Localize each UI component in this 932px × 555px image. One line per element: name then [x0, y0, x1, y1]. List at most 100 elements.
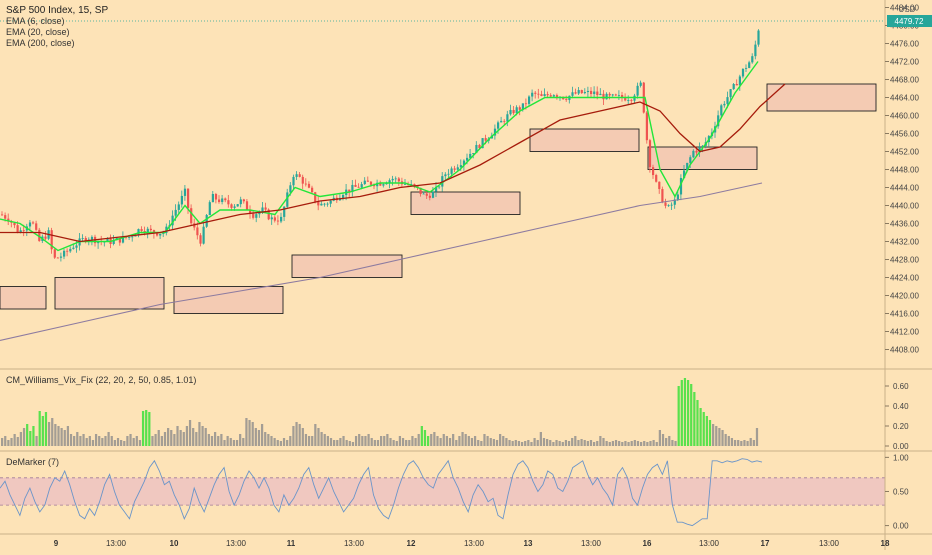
vix-bar [154, 434, 157, 446]
price-tick-label: 4468.00 [890, 76, 919, 85]
price-tick-label: 4432.00 [890, 238, 919, 247]
time-tick-label: 13:00 [699, 539, 720, 548]
candle-body [466, 157, 469, 161]
candle-body [506, 114, 509, 122]
vix-bar [683, 378, 687, 446]
candle-body [416, 185, 419, 188]
candle-body [180, 195, 183, 205]
candle-body [602, 93, 605, 100]
vix-bar [207, 434, 210, 446]
candle-body [720, 105, 723, 116]
candle-body [239, 199, 242, 205]
vix-bar [129, 434, 132, 446]
candle-body [605, 93, 608, 100]
vix-bar [367, 434, 370, 446]
vix-bar [351, 442, 355, 446]
price-zone [0, 286, 47, 310]
candle-body [81, 238, 84, 239]
vix-bar [339, 438, 342, 446]
vix-bar [542, 438, 546, 446]
vix-bar [148, 412, 151, 446]
vix-bar [524, 441, 527, 446]
vix-bar [226, 436, 229, 446]
candle-body [227, 200, 230, 205]
candle-body [627, 100, 630, 101]
vix-bar [712, 424, 715, 446]
vix-bar [270, 436, 273, 446]
candle-body [317, 201, 320, 206]
vix-bar [674, 441, 677, 446]
candle-body [50, 230, 53, 250]
candle-body [214, 194, 218, 200]
candle-body [565, 99, 568, 100]
vix-bar [442, 434, 445, 446]
price-tick-label: 4452.00 [890, 148, 919, 157]
candle-body [679, 177, 683, 195]
vix-bar [220, 434, 223, 446]
vix-bar [639, 442, 643, 446]
candle-body [751, 56, 754, 63]
candle-body [521, 103, 524, 110]
candle-body [673, 199, 676, 205]
candle-body [469, 153, 472, 158]
candle-body [236, 204, 239, 207]
vix-bar [254, 428, 257, 446]
candle-body [183, 188, 187, 196]
vix-bar [257, 430, 261, 446]
candle-body [692, 150, 695, 158]
vix-bar [223, 440, 226, 446]
vix-bar [527, 440, 530, 446]
candle-body [493, 128, 497, 136]
candle-body [202, 226, 205, 244]
vix-bar [229, 438, 232, 446]
vix-bar [29, 431, 32, 446]
vix-bar [718, 428, 721, 446]
vix-bar [373, 440, 376, 446]
candle-body [512, 109, 515, 114]
candle-body [137, 229, 140, 235]
candle-body [90, 236, 94, 240]
vix-bar [455, 440, 458, 446]
candle-body [543, 94, 546, 97]
vix-bar [724, 434, 727, 446]
candle-body [655, 175, 658, 182]
candle-body [450, 168, 453, 174]
candle-body [422, 193, 425, 195]
candle-body [534, 92, 537, 94]
vix-bar [386, 434, 389, 446]
candle-body [683, 170, 686, 178]
vix-bar [91, 440, 95, 446]
candle-body [472, 153, 475, 154]
vix-bar [198, 422, 201, 446]
vix-bar [511, 441, 514, 446]
candle-body [177, 204, 180, 210]
demarker-tick-label: 0.00 [893, 522, 909, 531]
vix-bar [743, 440, 746, 446]
candle-body [701, 145, 704, 148]
vix-bar [26, 424, 29, 446]
candle-body [196, 227, 199, 236]
vix-bar [740, 441, 743, 446]
candle-body [249, 209, 252, 214]
candle-body [397, 178, 400, 182]
candle-body [549, 95, 552, 97]
vix-bar [486, 436, 489, 446]
time-tick-label: 13:00 [344, 539, 365, 548]
vix-bar [138, 440, 142, 446]
vix-bar [439, 438, 442, 446]
vix-bar [329, 438, 333, 446]
candle-body [301, 176, 304, 184]
vix-bar [376, 440, 380, 446]
vix-bar [755, 428, 759, 446]
price-zone [410, 191, 521, 215]
candle-body [636, 85, 639, 96]
price-zone [173, 286, 284, 314]
vix-bar [273, 438, 276, 446]
candle-body [419, 187, 422, 195]
candle-body [698, 147, 701, 153]
price-tick-label: 4456.00 [890, 130, 919, 139]
candle-body [369, 181, 373, 185]
vix-bar [311, 436, 314, 446]
time-tick-label: 10 [170, 539, 179, 548]
